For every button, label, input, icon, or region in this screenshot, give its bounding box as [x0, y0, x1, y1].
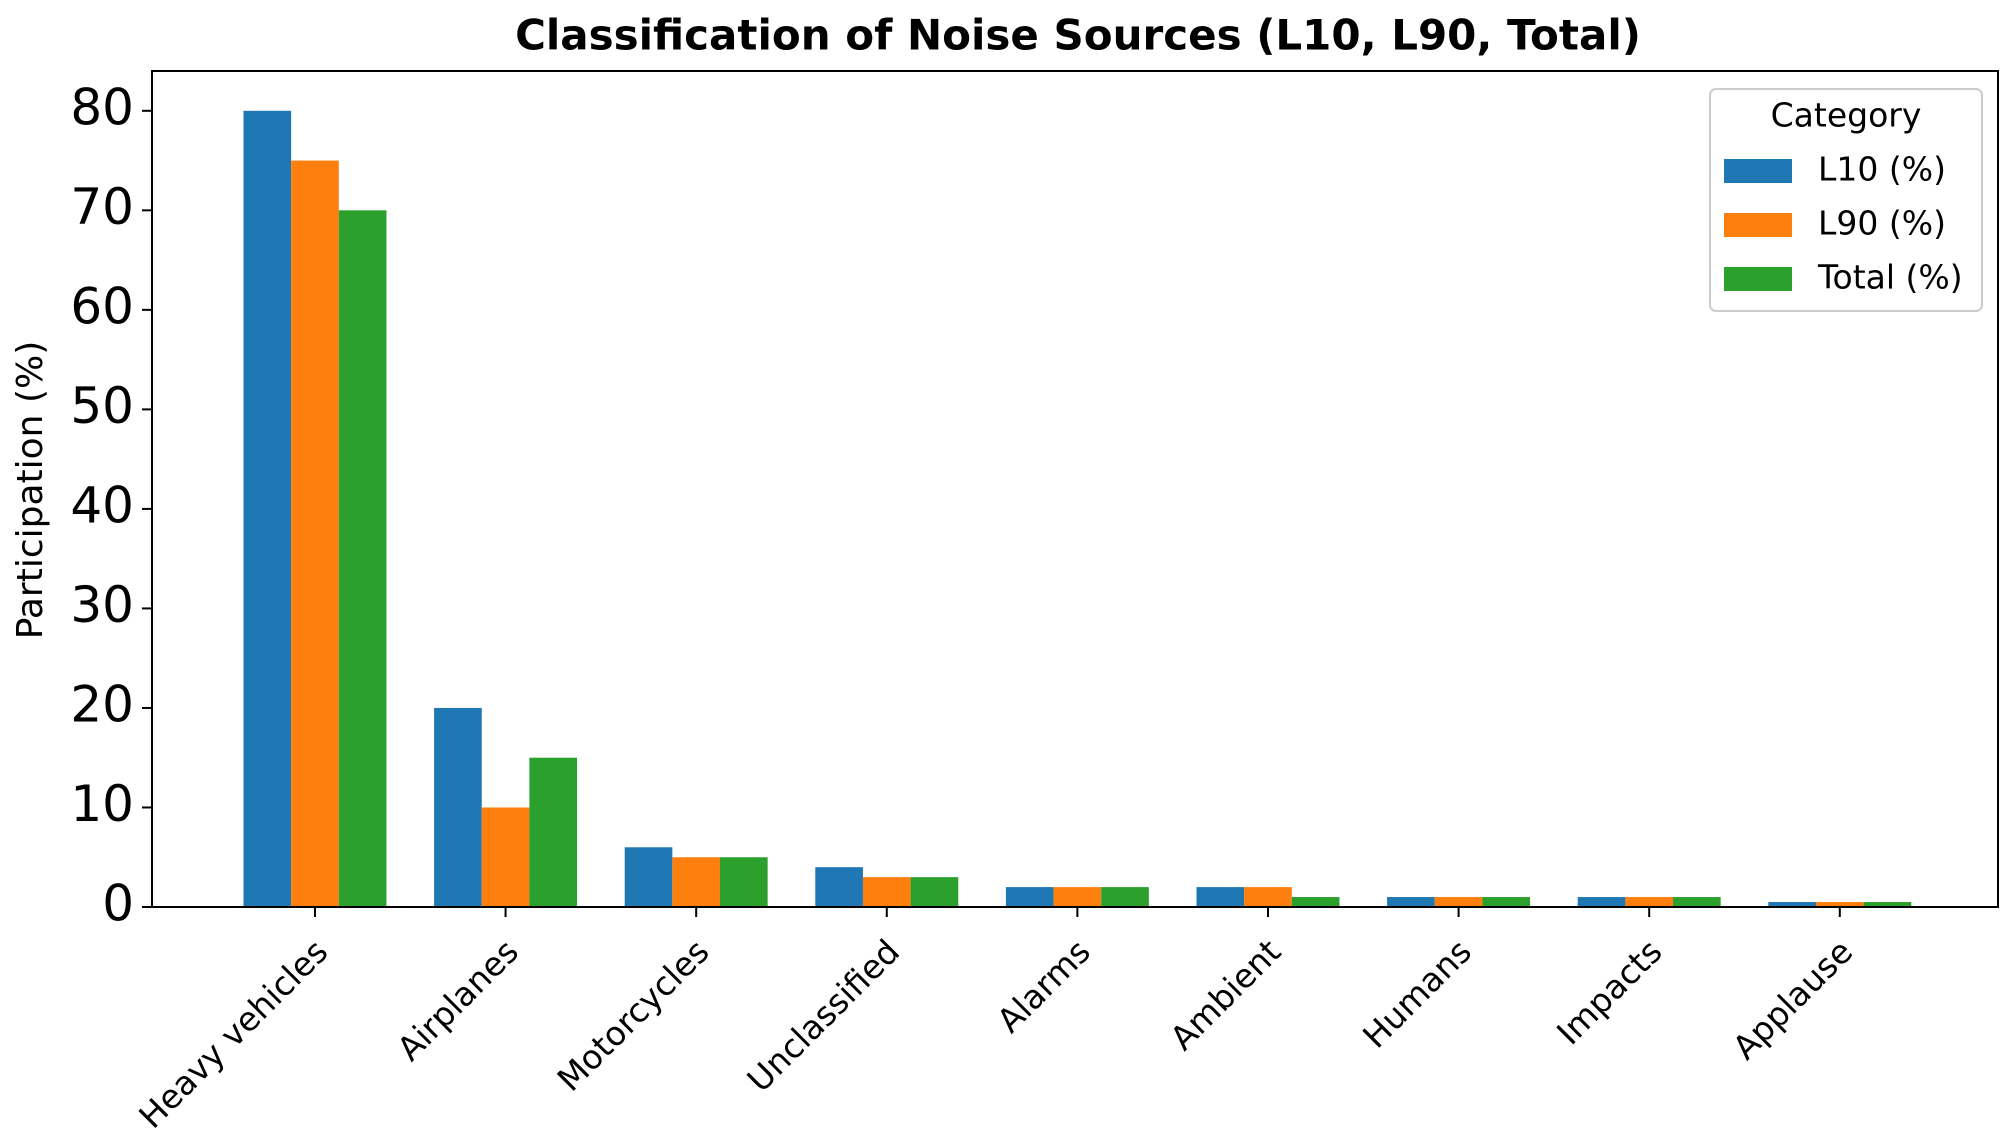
legend-label: Total (%)	[1817, 258, 1963, 297]
x-tick-label: Unclassified	[739, 932, 907, 1100]
bar	[1434, 897, 1483, 907]
y-tick-label: 80	[70, 78, 134, 136]
legend-swatch	[1724, 213, 1792, 237]
bar	[291, 160, 339, 908]
legend-box	[1709, 88, 1983, 312]
bar	[862, 877, 911, 907]
legend-swatch	[1724, 267, 1792, 291]
bar	[624, 847, 673, 907]
y-tick-label: 60	[70, 277, 134, 335]
bar	[1768, 902, 1816, 907]
bar	[1244, 887, 1292, 907]
legend-title: Category	[1771, 96, 1922, 135]
x-tick-label: Humans	[1355, 932, 1479, 1056]
plot-frame	[151, 70, 1999, 908]
x-tick-label: Heavy vehicles	[131, 932, 335, 1136]
legend-label: L10 (%)	[1818, 150, 1946, 189]
bar	[1815, 902, 1864, 907]
bar	[1101, 887, 1149, 907]
bar	[1482, 897, 1531, 907]
legend-label: L90 (%)	[1818, 204, 1946, 243]
bar	[338, 210, 387, 908]
chart-title: Classification of Noise Sources (L10, L9…	[515, 11, 1641, 60]
bar	[434, 707, 482, 907]
bar	[481, 807, 530, 907]
bar	[672, 857, 720, 907]
y-tick-label: 10	[70, 775, 134, 833]
bar	[815, 867, 863, 907]
y-tick-label: 40	[70, 476, 134, 534]
bar	[1577, 897, 1626, 907]
bar	[1673, 897, 1721, 907]
x-tick-label: Ambient	[1162, 932, 1288, 1058]
bar	[1053, 887, 1102, 907]
y-axis-label: Participation (%)	[10, 341, 51, 639]
bar	[720, 857, 768, 907]
bar	[243, 110, 292, 908]
x-tick-label: Motorcycles	[550, 932, 717, 1099]
y-tick-label: 20	[70, 675, 134, 733]
bar	[910, 877, 959, 907]
legend-swatch	[1724, 159, 1792, 183]
bar	[529, 757, 578, 907]
bar	[1291, 897, 1340, 907]
bar	[1387, 897, 1435, 907]
bar	[1863, 902, 1912, 907]
x-tick-label: Airplanes	[389, 932, 526, 1069]
x-tick-label: Impacts	[1549, 932, 1669, 1052]
y-tick-label: 30	[70, 576, 134, 634]
bar	[1625, 897, 1674, 907]
y-tick-label: 50	[70, 377, 134, 435]
x-tick-label: Applause	[1725, 932, 1860, 1067]
bar	[1005, 887, 1054, 907]
bar	[1196, 887, 1245, 907]
x-tick-label: Alarms	[989, 932, 1097, 1040]
y-tick-label: 70	[70, 178, 134, 236]
y-tick-label: 0	[102, 875, 134, 933]
